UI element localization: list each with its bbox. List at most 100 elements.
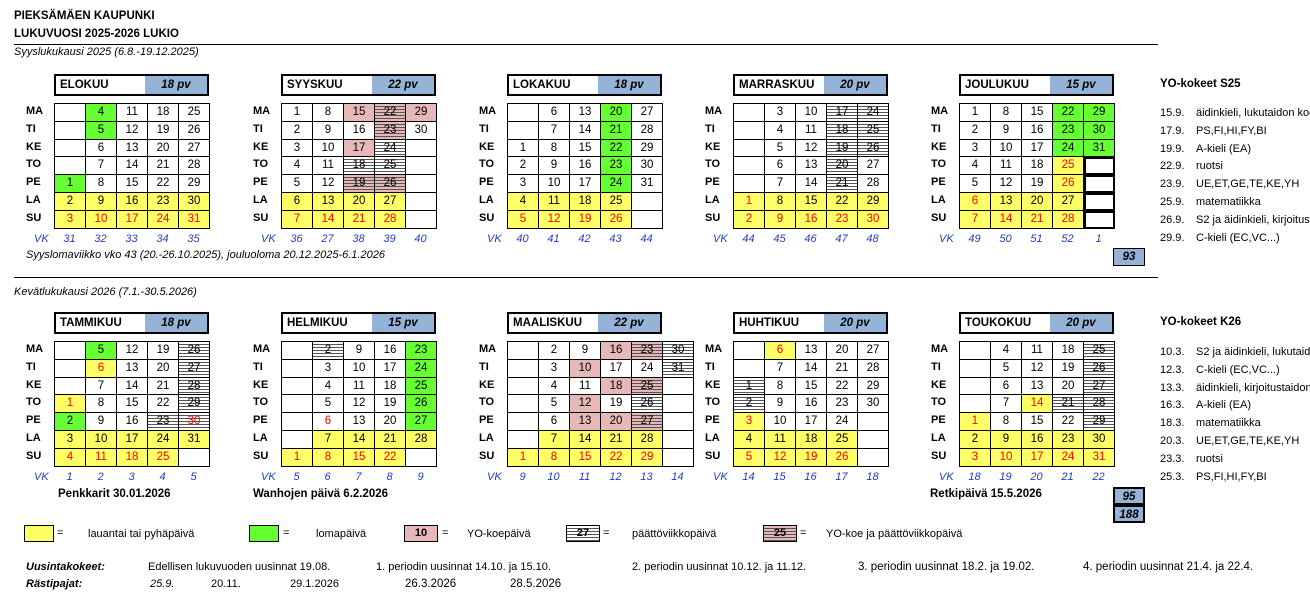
weekday-label: LA (931, 432, 946, 444)
day-cell: 27 (1053, 192, 1084, 211)
day-cell: 8 (313, 104, 344, 122)
day-cell: 10 (86, 430, 117, 449)
week-number: 12 (609, 470, 622, 483)
day-cell (282, 359, 313, 378)
legend-exam-label: päättöviikkopäivä (632, 528, 717, 540)
day-cell: 2 (734, 395, 765, 414)
week-number: 42 (578, 232, 591, 245)
day-cell: 22 (1053, 413, 1084, 431)
uusinta-label: Uusintakokeet: (26, 561, 105, 573)
day-cell: 22 (375, 448, 406, 467)
day-cell: 25 (858, 121, 889, 140)
day-cell: 7 (313, 430, 344, 449)
day-cell: 14 (570, 121, 601, 140)
day-cell: 5 (734, 448, 765, 467)
day-cell: 19 (148, 121, 179, 140)
day-cell: 16 (796, 395, 827, 414)
day-cell (508, 359, 539, 378)
day-cell: 17 (827, 104, 858, 122)
day-cell: 18 (375, 377, 406, 396)
day-cell: 12 (570, 395, 601, 414)
day-cell: 26 (375, 175, 406, 193)
day-cell: 6 (86, 359, 117, 378)
weekday-label: KE (479, 378, 495, 391)
yo-exam-date: 16.3. (1160, 399, 1185, 412)
month-school-days: 15 pv (372, 314, 434, 332)
day-cell: 20 (375, 413, 406, 431)
day-cell: 15 (570, 448, 601, 467)
day-cell: 27 (858, 157, 889, 176)
day-cell: 24 (601, 175, 632, 193)
month-header: MAALISKUU 22 pv (507, 312, 662, 334)
yo-exam-subject: S2 ja äidinkieli, kirjoitustaidon koe (1196, 213, 1310, 226)
month-school-days: 18 pv (145, 76, 207, 94)
day-cell (55, 139, 86, 158)
day-cell: 9 (539, 157, 570, 176)
day-cell: 9 (86, 192, 117, 211)
weekday-label: PE (253, 176, 268, 189)
month-header: LOKAKUU 18 pv (507, 74, 662, 96)
day-grid: 2 9 16 23 3 10 17 24 4 11 18 25 5 12 19 26 6 13 20 27 7 14 21 2… (281, 341, 437, 467)
week-number: 40 (414, 232, 427, 245)
weekday-label: TI (705, 360, 715, 373)
weekday-label: MA (26, 343, 44, 355)
day-cell: 2 (960, 121, 991, 140)
day-cell: 5 (86, 342, 117, 360)
day-cell: 19 (1022, 175, 1053, 193)
day-cell: 6 (960, 192, 991, 211)
day-cell: 13 (344, 413, 375, 431)
day-cell (55, 342, 86, 360)
day-cell: 7 (86, 377, 117, 396)
day-cell: 2 (508, 157, 539, 176)
yo-exam-row: 16.3. A-kieli (EA) (1160, 399, 1251, 411)
year-total: 188 (1113, 505, 1145, 523)
legend-eq: = (283, 527, 290, 539)
day-cell (406, 210, 437, 229)
day-cell: 9 (991, 121, 1022, 140)
week-number: 1 (66, 470, 73, 483)
day-cell: 1 (282, 448, 313, 467)
week-number-row: VK 49 50 51 52 1 (939, 233, 1114, 245)
day-cell: 14 (796, 175, 827, 193)
weekday-label: SU (705, 211, 721, 224)
weekday-label: TO (931, 396, 947, 409)
day-cell (632, 210, 663, 229)
day-cell: 3 (539, 359, 570, 378)
day-cell: 26 (179, 342, 210, 360)
week-number: 43 (609, 232, 622, 245)
legend-exam-swatch: 27 (566, 525, 600, 542)
day-cell: 11 (313, 157, 344, 176)
day-cell (508, 377, 539, 396)
day-cell: 26 (1084, 359, 1115, 378)
legend-eq: = (603, 527, 610, 539)
day-cell: 12 (117, 342, 148, 360)
yo-exam-row: 20.3. UE,ET,GE,TE,KE,YH (1160, 435, 1299, 447)
yo-exam-subject: PS,FI,HI,FY,BI (1196, 124, 1267, 137)
day-cell (282, 377, 313, 396)
day-cell: 18 (570, 192, 601, 211)
week-number: 20 (1030, 470, 1043, 483)
day-cell: 20 (148, 359, 179, 378)
day-cell: 10 (539, 175, 570, 193)
week-number: 47 (835, 232, 848, 245)
day-cell: 16 (375, 342, 406, 360)
day-cell: 14 (344, 430, 375, 449)
weekday-label: SU (479, 211, 495, 224)
week-number: 11 (578, 470, 591, 483)
legend-yo-swatch: 10 (404, 525, 438, 542)
day-cell: 9 (765, 210, 796, 229)
week-number-row: VK 31 32 33 34 35 (34, 233, 209, 245)
day-cell (734, 121, 765, 140)
day-cell: 22 (827, 192, 858, 211)
day-cell: 18 (344, 157, 375, 176)
day-cell: 28 (179, 377, 210, 396)
week-number: 35 (187, 232, 200, 245)
yo-exam-date: 17.9. (1160, 124, 1185, 137)
day-grid: 6 13 20 27 7 14 21 28 1 8 15 22 29 2 9 16 23 30 3 10 17 24 31 4… (507, 103, 663, 229)
weekday-label: PE (479, 414, 494, 427)
day-cell: 11 (539, 192, 570, 211)
yo-exam-subject: UE,ET,GE,TE,KE,YH (1196, 178, 1300, 191)
weekday-label: KE (931, 378, 947, 391)
uusinta-p4: 4. periodin uusinnat 21.4. ja 22.4. (1083, 561, 1254, 573)
page-title: PIEKSÄMÄEN KAUPUNKI (14, 10, 155, 22)
